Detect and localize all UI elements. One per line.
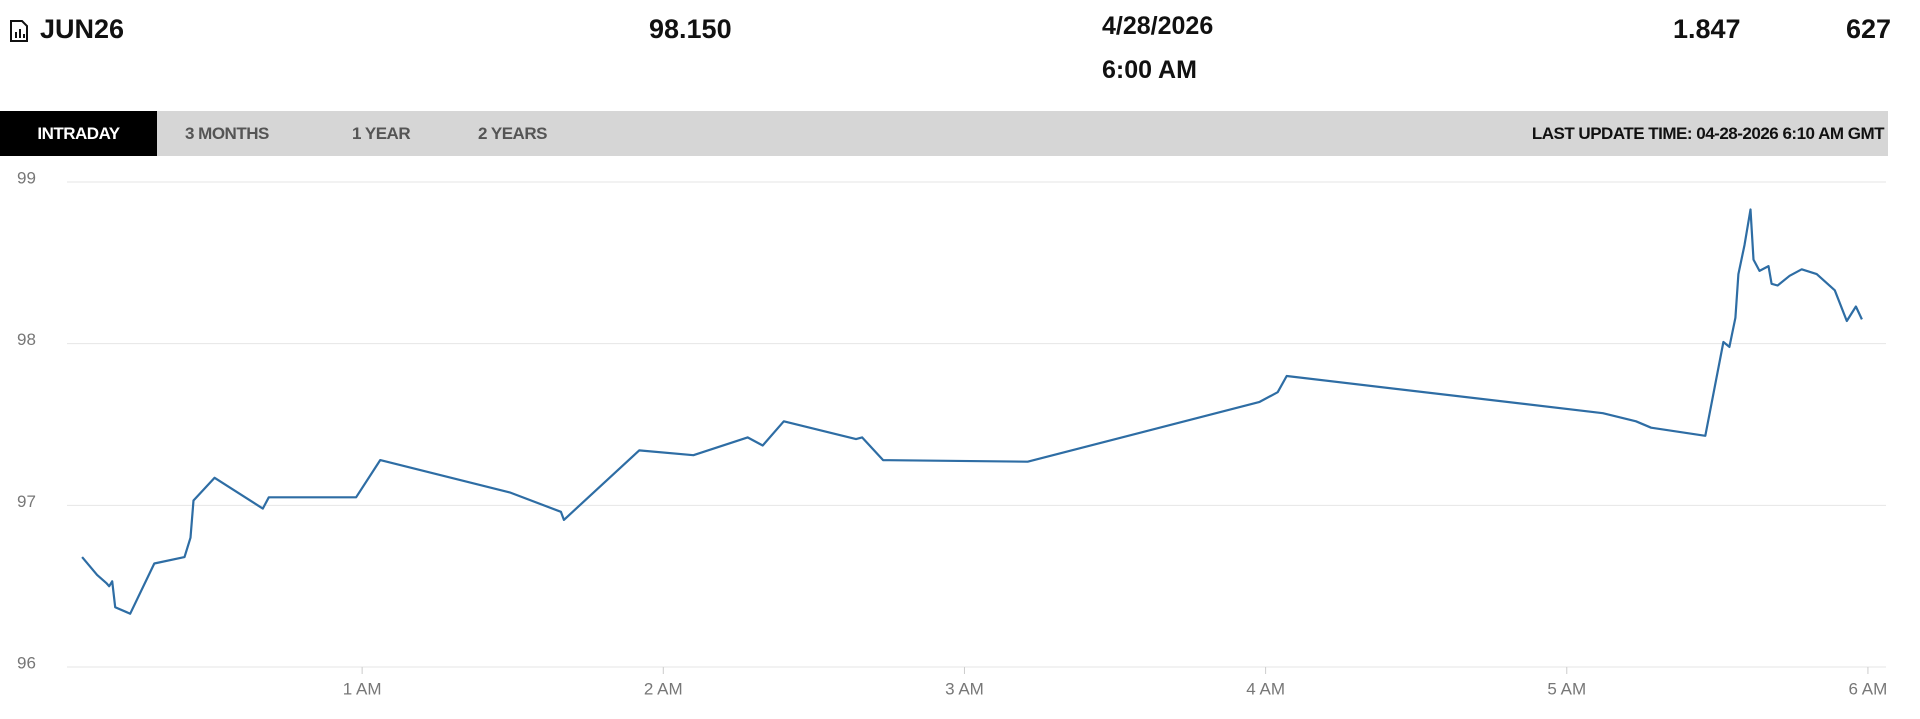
- x-tick-label: 1 AM: [343, 679, 382, 698]
- x-tick-label: 3 AM: [945, 679, 984, 698]
- x-tick-label: 4 AM: [1246, 679, 1285, 698]
- price-line: [81, 208, 1863, 615]
- tab[interactable]: 1 YEAR: [352, 124, 411, 143]
- last-update: LAST UPDATE TIME: 04-28-2026 6:10 AM GMT: [1531, 124, 1885, 143]
- date: 4/28/2026: [1102, 12, 1214, 40]
- y-tick-label: 96: [17, 653, 36, 672]
- y-tick-label: 99: [17, 168, 36, 187]
- last-price: 98.150: [649, 14, 732, 44]
- tab-bar: INTRADAY 3 MONTHS 1 YEAR 2 YEARS LAST UP…: [0, 111, 1888, 156]
- x-tick-label: 2 AM: [644, 679, 683, 698]
- tab[interactable]: INTRADAY: [0, 111, 157, 156]
- y-tick-label: 97: [17, 492, 36, 511]
- change: 1.847: [1673, 14, 1741, 44]
- contract: JUN26: [40, 14, 125, 44]
- contract-icon: [10, 20, 28, 42]
- y-tick-label: 98: [17, 330, 36, 349]
- tab[interactable]: 3 MONTHS: [185, 124, 269, 143]
- x-tick-label: 6 AM: [1849, 679, 1888, 698]
- x-tick-label: 5 AM: [1547, 679, 1586, 698]
- tab[interactable]: 2 YEARS: [478, 124, 547, 143]
- volume: 627: [1846, 14, 1892, 44]
- time: 6:00 AM: [1102, 56, 1197, 84]
